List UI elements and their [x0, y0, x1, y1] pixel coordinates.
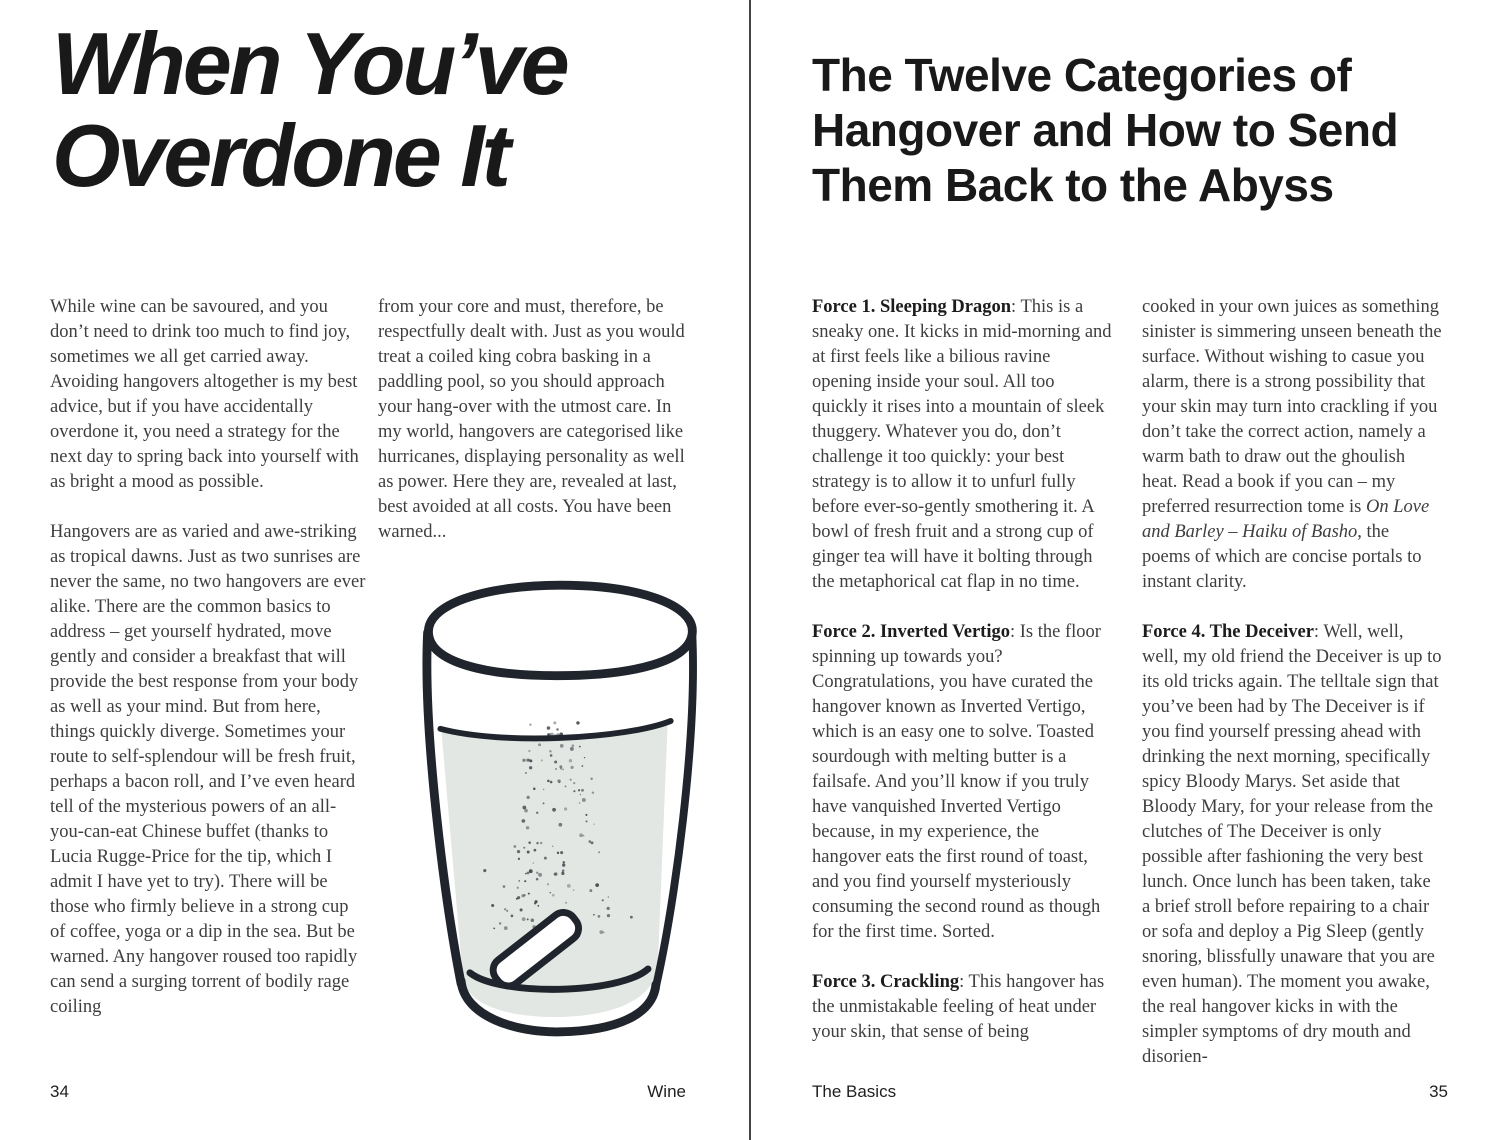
book-title-italic: On Love and Barley – Haiku of Basho [1142, 497, 1430, 542]
force-3-lead: Force 3. Crackling [812, 972, 960, 992]
page-gutter-divider [749, 0, 751, 1140]
right-column-2: cooked in your own juices as something s… [1142, 295, 1442, 1070]
left-page-number: 34 [50, 1082, 69, 1101]
force-1-body: : This is a sneaky one. It kicks in mid-… [812, 297, 1112, 592]
glass-bottom-inner [466, 965, 652, 993]
continuation-text: cooked in your own juices as something s… [1142, 297, 1442, 517]
force-3-paragraph: Force 3. Crackling: This hangover has th… [812, 970, 1112, 1045]
right-running-head: The Basics [812, 1082, 897, 1101]
left-column-1: While wine can be savoured, and you don’… [50, 295, 368, 1020]
glass-rim [424, 580, 697, 681]
left-page-title: When You’ve Overdone It [52, 14, 712, 206]
right-column-1: Force 1. Sleeping Dragon: This is a snea… [812, 295, 1112, 1045]
fizz-speckles [483, 721, 633, 934]
paragraph: from your core and must, therefore, be r… [378, 297, 685, 542]
force-4-paragraph: Force 4. The Deceiver: Well, well, well,… [1142, 620, 1442, 1070]
right-page: The Twelve Categories of Hangover and Ho… [750, 0, 1500, 1140]
water-surface-line [437, 718, 674, 742]
force-4-body: : Well, well, well, my old friend the De… [1142, 622, 1442, 1067]
right-title-line-2: Hangover and How to Send [812, 104, 1399, 157]
paragraph: While wine can be savoured, and you don’… [50, 297, 359, 492]
paragraph: Hangovers are as varied and awe-striking… [50, 522, 366, 1017]
left-page: When You’ve Overdone It While wine can b… [50, 14, 712, 1101]
continuation-text-post: , the poems of which are concise portals… [1142, 522, 1422, 592]
water-glass-illustration [405, 572, 710, 1047]
force-2-lead: Force 2. Inverted Vertigo [812, 622, 1010, 642]
force-2-body: : Is the floor spinning up towards you? … [812, 622, 1101, 942]
force-4-lead: Force 4. The Deceiver [1142, 622, 1314, 642]
force-3-body: : This hangover has the unmistakable fee… [812, 972, 1105, 1042]
force-1-paragraph: Force 1. Sleeping Dragon: This is a snea… [812, 295, 1112, 595]
water-glass-svg [422, 580, 697, 1037]
water-fill [441, 721, 668, 1018]
left-title-line-2: Overdone It [52, 106, 511, 206]
right-title-line-3: Them Back to the Abyss [812, 159, 1334, 212]
force-3-continuation-paragraph: cooked in your own juices as something s… [1142, 295, 1442, 595]
right-title-line-1: The Twelve Categories of [812, 49, 1352, 101]
left-running-head: Wine [647, 1082, 686, 1101]
force-2-paragraph: Force 2. Inverted Vertigo: Is the floor … [812, 620, 1112, 945]
glass-right-wall [651, 630, 697, 991]
left-column-2: from your core and must, therefore, be r… [378, 295, 696, 545]
left-title-line-1: When You’ve [52, 14, 570, 113]
right-page-number: 35 [1429, 1082, 1448, 1101]
glass-bottom [456, 976, 661, 1037]
force-1-lead: Force 1. Sleeping Dragon [812, 297, 1012, 317]
tablet [489, 909, 582, 990]
right-page-title: The Twelve Categories of Hangover and Ho… [812, 48, 1472, 214]
glass-left-wall [422, 627, 466, 989]
